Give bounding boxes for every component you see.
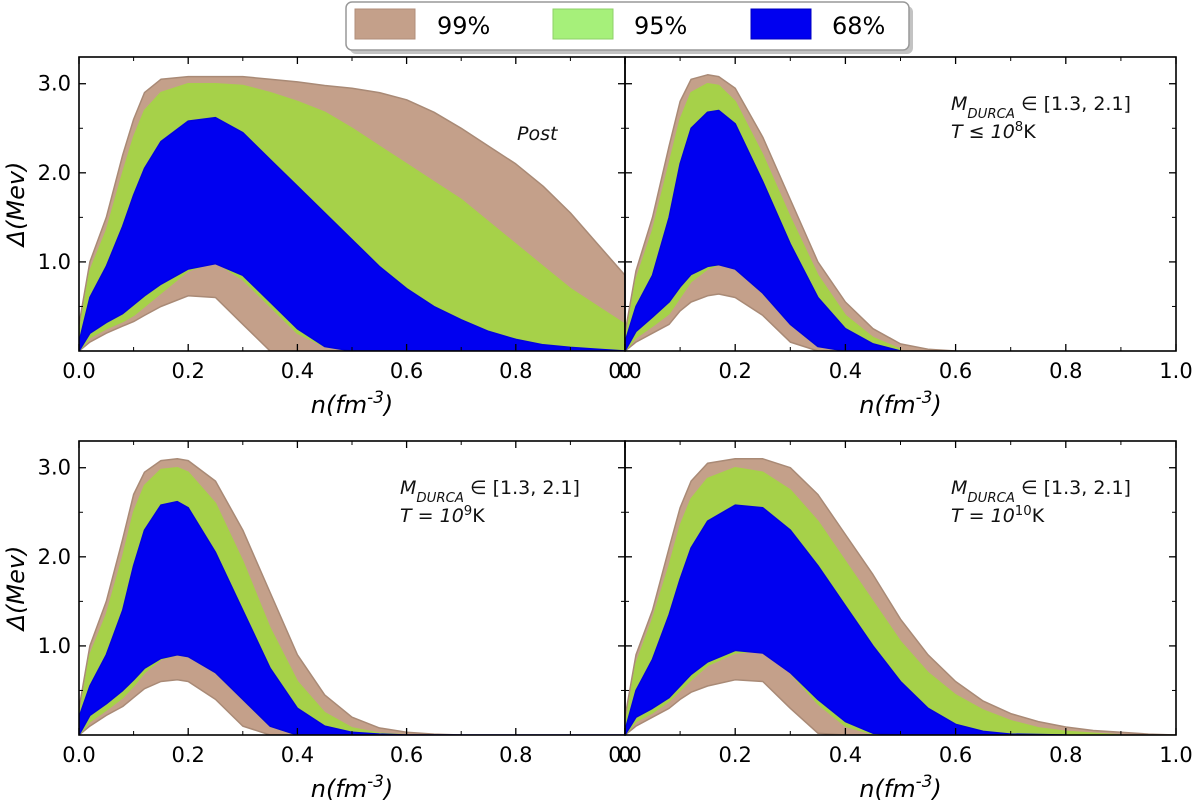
y-tick-label: 1.0: [38, 250, 71, 274]
legend: 99% 95% 68%: [345, 1, 913, 54]
plot-area: [79, 458, 625, 735]
x-tick-label: 1.0: [1159, 359, 1192, 383]
x-tick-label: 0.6: [939, 743, 972, 767]
x-tick-label: 0.4: [281, 359, 314, 383]
x-axis-label: n(fm-3): [311, 771, 394, 803]
x-tick-label: 0.8: [1049, 743, 1082, 767]
legend-swatch-68: [750, 8, 812, 40]
band-68pct: [625, 504, 1067, 735]
band-68pct: [79, 500, 625, 735]
annotation-line: Post: [517, 123, 559, 145]
y-axis-label: Δ(Mev): [2, 546, 30, 633]
annotation-line: MDURCA ∈ [1.3, 2.1]: [951, 93, 1131, 122]
plot-area: [79, 75, 625, 351]
annotation-line: T = 1010K: [951, 504, 1045, 528]
legend-label-68: 68%: [832, 12, 885, 40]
x-tick-label: 0.0: [62, 743, 95, 767]
x-tick-label: 0.2: [171, 359, 204, 383]
panel-top-left: 0.0 0.2 0.4 0.6 0.8 0 1.0 2.0 3.0 n(fm-3) Δ(Mev) Po…: [2, 56, 632, 419]
x-tick-label: 0.0: [608, 743, 641, 767]
x-tick-label: 0.8: [1049, 359, 1082, 383]
x-tick-label: 0.0: [608, 359, 641, 383]
y-tick-label: 2.0: [38, 161, 71, 185]
x-tick-label: 0: [618, 359, 631, 383]
band-68pct: [625, 109, 902, 351]
legend-frame: [345, 1, 910, 51]
panel-top-right: 0.0 0.2 0.4 0.6 0.8 1.0 n(fm-3) MDURCA ∈ [1.3, …: [608, 56, 1193, 419]
x-axis-label: n(fm-3): [311, 387, 394, 419]
y-tick-label: 1.0: [38, 634, 71, 658]
x-tick-label: 0.4: [829, 359, 862, 383]
plot-area: [625, 74, 957, 351]
x-axis-label: n(fm-3): [859, 387, 942, 419]
x-tick-label: 0.2: [718, 743, 751, 767]
x-tick-label: 0.2: [718, 359, 751, 383]
band-68pct: [79, 116, 625, 351]
x-tick-label: 1.0: [1159, 743, 1192, 767]
annotation-line: MDURCA ∈ [1.3, 2.1]: [400, 477, 580, 506]
y-tick-label: 3.0: [38, 72, 71, 96]
x-tick-label: 0.8: [499, 743, 532, 767]
legend-swatch-99: [354, 8, 416, 40]
x-tick-label: 0.4: [829, 743, 862, 767]
x-tick-label: 0.6: [390, 359, 423, 383]
annotation-line: T ≤ 108K: [951, 120, 1036, 144]
x-tick-label: 0.6: [390, 743, 423, 767]
x-tick-label: 0.4: [281, 743, 314, 767]
legend-label-99: 99%: [437, 12, 490, 40]
panel-bottom-left: 0.0 0.2 0.4 0.6 0.8 0 1.0 2.0 3.0 n(fm-3) Δ(Mev) MD…: [2, 440, 632, 803]
x-tick-label: 0.2: [171, 743, 204, 767]
annotation-line: T = 109K: [400, 504, 485, 528]
y-tick-label: 3.0: [38, 456, 71, 480]
x-tick-label: 0.0: [62, 359, 95, 383]
legend-label-95: 95%: [634, 12, 687, 40]
x-axis-label: n(fm-3): [859, 771, 942, 803]
y-axis-label: Δ(Mev): [2, 162, 30, 249]
x-tick-label: 0.8: [499, 359, 532, 383]
plot-area: [625, 458, 1176, 735]
panel-bottom-right: 0.0 0.2 0.4 0.6 0.8 1.0 n(fm-3) MDURCA ∈ [1.3, …: [608, 440, 1193, 803]
annotation-line: MDURCA ∈ [1.3, 2.1]: [951, 477, 1131, 506]
x-tick-label: 0.6: [939, 359, 972, 383]
y-tick-label: 2.0: [38, 545, 71, 569]
x-tick-label: 0: [618, 743, 631, 767]
legend-swatch-95: [552, 8, 614, 40]
